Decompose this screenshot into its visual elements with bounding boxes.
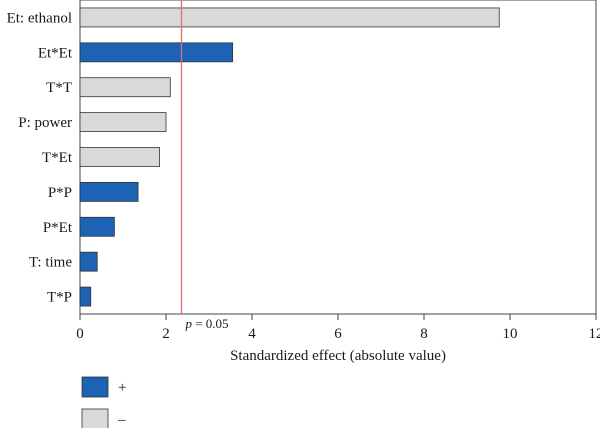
bars-group [79,7,500,307]
category-label: T*P [47,290,72,306]
bar [79,147,160,167]
x-tick-label: 0 [76,326,84,342]
threshold-label-value: = 0.05 [192,316,229,331]
category-label: P*P [48,185,72,201]
bar [79,77,171,98]
category-label: T*T [46,80,72,96]
bar [79,286,92,307]
bar [79,216,115,237]
legend-label: + [118,380,126,396]
x-tick-label: 8 [420,326,428,342]
category-label: P*Et [43,220,73,236]
x-ticks: 0 2 4 6 8 10 12 [76,314,600,342]
category-label: Et: ethanol [7,10,72,26]
threshold-label-p: p [184,316,192,331]
legend: +– [81,376,126,428]
category-label: P: power [18,115,72,131]
x-tick-label: 2 [162,326,170,342]
bar [79,112,167,133]
legend-swatch-negative [81,408,109,428]
x-tick-label: 4 [248,326,256,342]
bar [79,181,139,202]
bar [79,42,234,63]
x-tick-label: 6 [334,326,342,342]
x-tick-label: 12 [589,326,600,342]
bar [79,7,500,28]
threshold-label: p = 0.05 [184,316,228,331]
legend-swatch-positive [81,376,109,398]
category-label: T*Et [42,150,73,166]
legend-label: – [117,412,126,428]
category-labels: Et: ethanol Et*Et T*T P: power T*Et P*P P*Et T:… [7,10,73,305]
category-label: Et*Et [38,45,73,61]
x-axis-title: Standardized effect (absolute value) [230,348,446,364]
bar [79,251,98,272]
x-tick-label: 10 [503,326,518,342]
category-label: T: time [29,255,72,271]
